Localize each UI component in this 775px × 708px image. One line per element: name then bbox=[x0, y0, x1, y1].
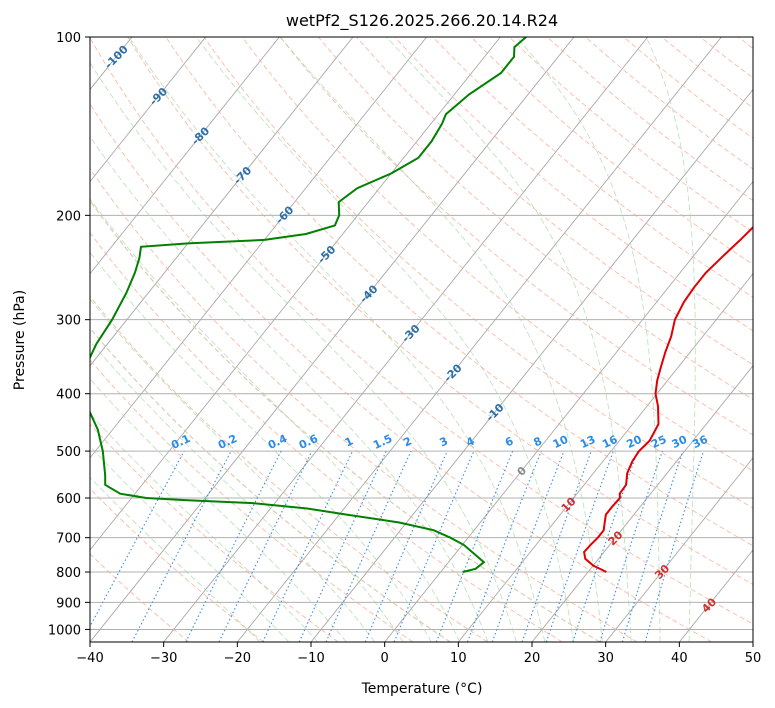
mixing-ratio-line bbox=[364, 450, 448, 642]
plot-frame bbox=[89, 36, 754, 643]
dry-adiabat-line bbox=[394, 37, 753, 332]
y-axis-label: Pressure (hPa) bbox=[12, 290, 28, 390]
moist-adiabat-line bbox=[90, 340, 376, 642]
dry-adiabat-line bbox=[127, 37, 753, 585]
x-tick-label: −30 bbox=[150, 651, 177, 666]
moist-adiabat-line bbox=[386, 37, 632, 642]
mixing-ratio-line bbox=[218, 450, 313, 642]
isotherm-line bbox=[531, 365, 753, 642]
isotherm-line bbox=[90, 37, 501, 551]
mixing-ratio-line bbox=[393, 450, 475, 642]
x-tick-label: 20 bbox=[524, 651, 541, 666]
x-tick-label: −40 bbox=[76, 651, 103, 666]
isotherm-line bbox=[163, 37, 649, 642]
moist-adiabat-line bbox=[516, 37, 661, 642]
moist-adiabat-line bbox=[90, 251, 432, 642]
background-lines bbox=[0, 37, 753, 642]
isotherm-line bbox=[384, 180, 753, 642]
isotherm-line bbox=[90, 37, 575, 642]
y-tick-label: 1000 bbox=[48, 623, 81, 638]
dry-adiabat-line bbox=[90, 487, 264, 642]
y-tick-label: 800 bbox=[56, 566, 81, 581]
mixing-ratio-line bbox=[325, 450, 412, 642]
isotherm-line bbox=[0, 37, 58, 642]
isotherm-line bbox=[90, 37, 428, 459]
dry-adiabat-line bbox=[90, 103, 712, 642]
dry-adiabat-line bbox=[90, 423, 339, 642]
mixing-ratio-label: 13 bbox=[578, 433, 597, 451]
mixing-ratio-label: 25 bbox=[649, 433, 668, 451]
moist-adiabat-line bbox=[90, 445, 290, 642]
isotherm-line bbox=[90, 37, 354, 367]
moist-adiabat-line bbox=[90, 62, 517, 642]
y-tick-label: 200 bbox=[56, 209, 81, 224]
x-tick-label: 30 bbox=[597, 651, 614, 666]
isotherm-line bbox=[236, 37, 722, 642]
mixing-ratio-line bbox=[298, 450, 387, 642]
x-tick-label: 40 bbox=[671, 651, 688, 666]
reference-curve-line bbox=[90, 199, 601, 642]
mixing-ratio-line bbox=[599, 450, 663, 642]
moist-adiabat-line bbox=[90, 135, 489, 642]
mixing-ratio-line bbox=[521, 450, 592, 642]
moist-adiabat-line bbox=[90, 198, 461, 642]
moist-adiabat-line bbox=[128, 37, 546, 642]
mixing-ratio-label: 10 bbox=[551, 433, 571, 451]
moist-adiabat-line bbox=[645, 37, 696, 642]
isotherm-line bbox=[90, 37, 280, 275]
y-tick-label: 300 bbox=[56, 314, 81, 329]
y-tick-label: 600 bbox=[56, 492, 81, 507]
isotherm-line bbox=[310, 88, 753, 642]
moist-adiabat-line bbox=[90, 378, 347, 642]
axes: −40 −30 −20 −10 0 10 20 30 40 50 100 200 300 400 500 60… bbox=[48, 31, 761, 666]
temperature-profile-line bbox=[583, 225, 753, 573]
isotherm-line bbox=[605, 457, 753, 642]
x-tick-label: −10 bbox=[297, 651, 324, 666]
y-tick-label: 700 bbox=[56, 532, 81, 547]
mixing-ratio-line bbox=[572, 450, 639, 642]
y-tick-label: 900 bbox=[56, 596, 81, 611]
isotherm-line bbox=[457, 272, 753, 642]
y-tick-label: 100 bbox=[56, 31, 81, 46]
dry-adiabat-line bbox=[203, 37, 753, 509]
x-tick-label: −20 bbox=[224, 651, 251, 666]
chart-title: wetPf2_S126.2025.266.20.14.R24 bbox=[286, 11, 558, 31]
mixing-ratio-line bbox=[644, 450, 705, 642]
dry-adiabat-line bbox=[547, 37, 753, 201]
x-tick-label: 50 bbox=[745, 651, 762, 666]
mixing-ratio-line bbox=[621, 450, 684, 642]
dry-adiabat-line bbox=[90, 295, 488, 642]
dry-adiabat-line bbox=[165, 37, 753, 547]
mixing-ratio-line bbox=[262, 450, 353, 642]
x-tick-label: 0 bbox=[381, 651, 389, 666]
isotherm-line bbox=[752, 641, 753, 642]
dry-adiabat-line bbox=[90, 231, 563, 642]
moist-adiabat-line bbox=[90, 413, 319, 642]
y-tick-label: 400 bbox=[56, 388, 81, 403]
x-tick-label: 10 bbox=[450, 651, 467, 666]
dewpoint-profile-line bbox=[90, 37, 527, 573]
dry-adiabat-line bbox=[279, 37, 753, 436]
moist-adiabat-line bbox=[195, 37, 575, 642]
plot-background bbox=[90, 37, 753, 642]
dry-adiabat-line bbox=[470, 37, 753, 266]
dry-adiabat-line bbox=[90, 359, 414, 642]
mixing-ratio-label: 16 bbox=[600, 433, 620, 451]
x-axis-label: Temperature (°C) bbox=[361, 681, 483, 697]
mixing-ratio-label: 30 bbox=[670, 433, 690, 451]
moist-adiabat-line bbox=[279, 37, 603, 642]
y-tick-label: 500 bbox=[56, 445, 81, 460]
mixing-ratio-line bbox=[90, 450, 185, 628]
mixing-ratio-label: 36 bbox=[690, 433, 710, 451]
dry-adiabat-line bbox=[90, 37, 753, 625]
dry-adiabat-line bbox=[318, 37, 753, 401]
isotherm-line bbox=[90, 37, 207, 183]
mixing-ratio-line bbox=[545, 450, 614, 642]
profile-series bbox=[90, 37, 753, 573]
mixing-ratio-label: 20 bbox=[624, 433, 644, 451]
